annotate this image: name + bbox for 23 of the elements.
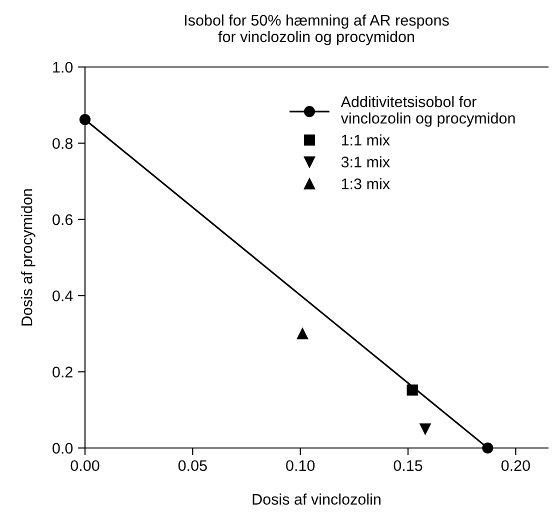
point	[420, 423, 431, 435]
legend-label: 1:1 mix	[342, 134, 390, 146]
point	[79, 114, 91, 126]
x-tick-label: 0.10	[286, 460, 315, 472]
y-tick-label: 0.2	[52, 366, 72, 378]
x-axis-title: Dosis af vinclozolin	[252, 493, 380, 505]
x-tick-label: 0.15	[394, 460, 422, 472]
y-tick-label: 0.4	[52, 290, 73, 302]
y-axis-title: Dosis af procymidon	[21, 189, 36, 326]
point	[296, 328, 308, 340]
legend-label: Additivitetsisobol for vinclozolin og procymidon	[340, 96, 515, 127]
x-tick-label: 0.05	[178, 460, 207, 472]
x-tick-label: 0.20	[501, 460, 530, 472]
point	[406, 384, 418, 396]
legend-label: 3:1 mix	[341, 156, 390, 168]
chart-title: Isobol for 50% hæmning af AR respons for vinclozolin og procymidon	[185, 14, 449, 46]
y-tick-label: 0.8	[52, 138, 73, 149]
y-tick-label: 1.0	[53, 62, 73, 73]
legend-label: 1:3 mix	[342, 178, 390, 190]
y-tick-label: 0.6	[52, 214, 73, 226]
point	[482, 442, 494, 454]
x-tick-label: 0.00	[70, 460, 100, 472]
y-tick-label: 0.0	[52, 442, 73, 454]
